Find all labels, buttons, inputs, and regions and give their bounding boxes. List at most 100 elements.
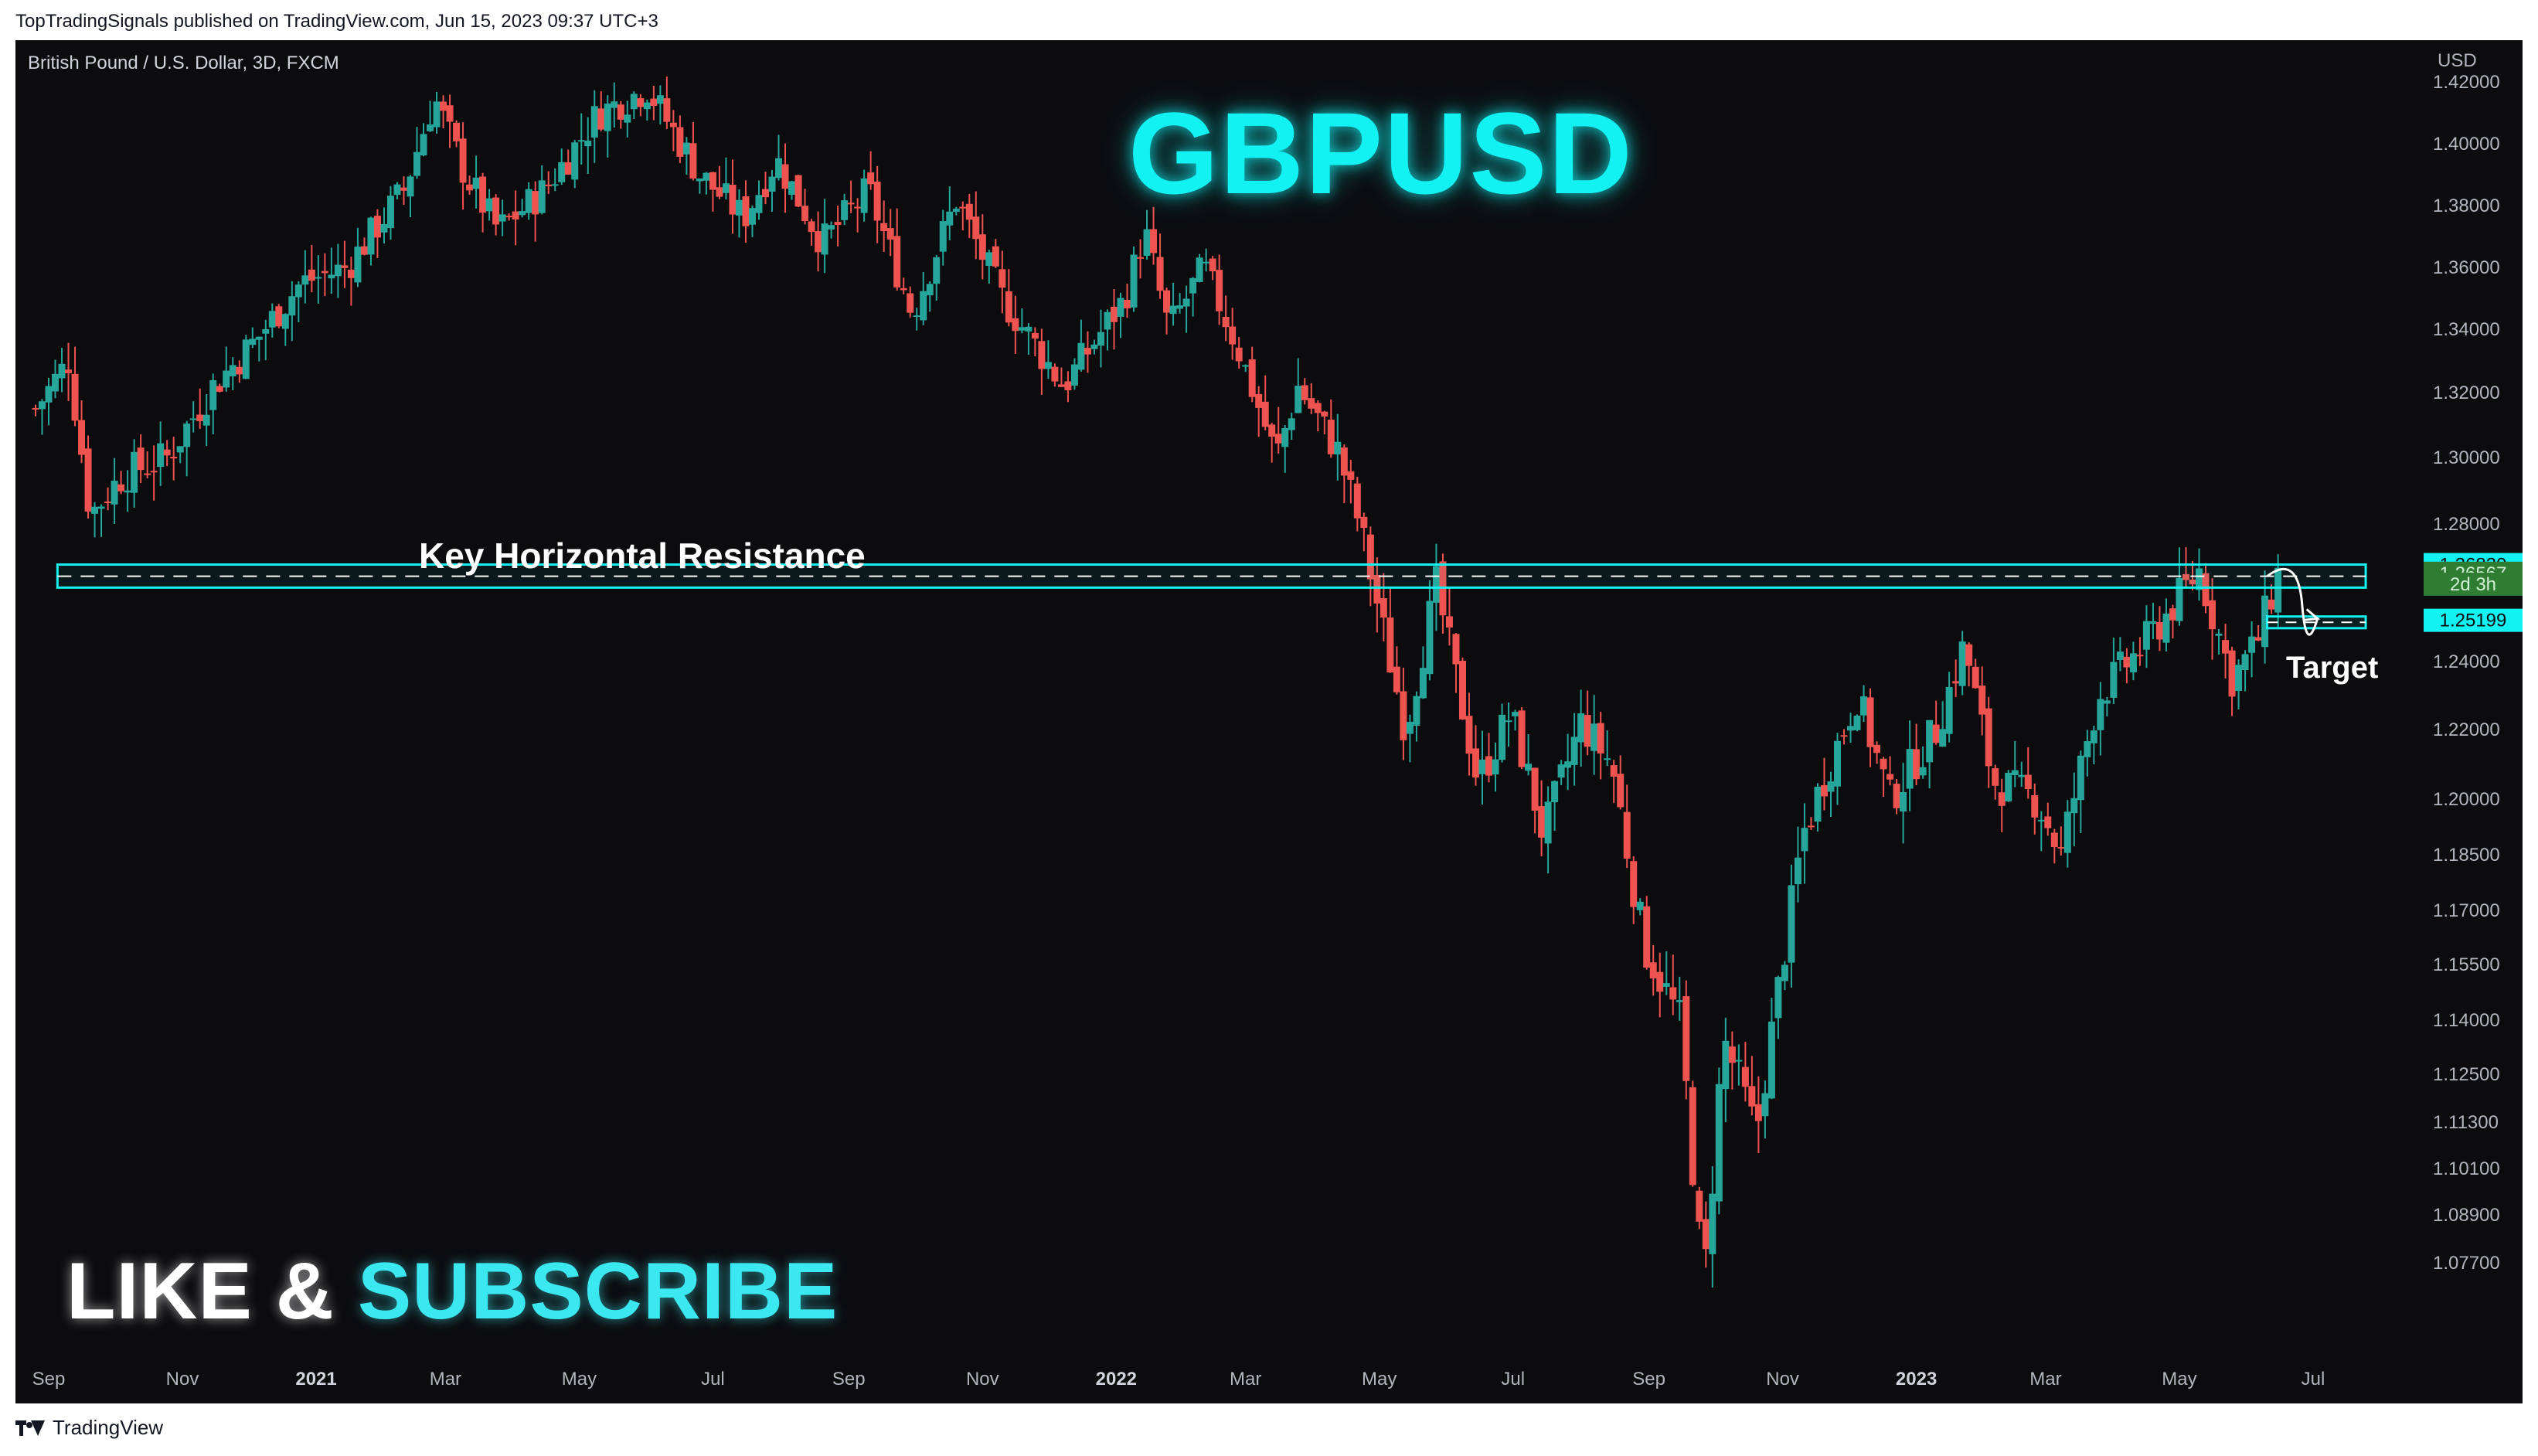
candle-body: [446, 105, 454, 122]
candle: [1353, 476, 1361, 532]
candle: [1893, 779, 1900, 815]
symbol-label[interactable]: British Pound / U.S. Dollar, 3D, FXCM: [28, 53, 339, 73]
candle-body: [1939, 729, 1947, 747]
candle: [1998, 778, 2006, 832]
candle-body: [637, 98, 645, 107]
candle-body: [189, 418, 197, 420]
candle: [1222, 295, 1230, 342]
candle: [1248, 346, 1256, 403]
candle: [1143, 209, 1151, 260]
candle-body: [2254, 637, 2262, 641]
candle-body: [768, 176, 776, 192]
candle: [676, 115, 684, 163]
time-tick-label: Jul: [1501, 1369, 1525, 1390]
candle: [1465, 692, 1473, 776]
price-tick-label: 1.30000: [2433, 447, 2500, 468]
candle: [341, 240, 349, 288]
candle: [1965, 642, 1973, 687]
candle: [2011, 740, 2019, 788]
candle-body: [1978, 685, 1986, 715]
candle-body: [545, 184, 553, 186]
candle: [189, 401, 197, 433]
candle-body: [1564, 761, 1572, 768]
candle-body: [1038, 341, 1046, 369]
candle: [2116, 637, 2124, 672]
candle: [433, 91, 441, 134]
candle: [1458, 657, 1466, 720]
candle-body: [1761, 1093, 1769, 1117]
candle: [1906, 720, 1914, 811]
candle: [1499, 703, 1506, 763]
price-axis[interactable]: 1.42000 1.40000 1.38000 1.36000 1.34000 1.320…: [2433, 50, 2500, 1274]
candle: [584, 117, 592, 175]
candle-body: [294, 284, 302, 298]
target-label: Target: [2286, 651, 2379, 685]
candle-body: [1130, 254, 1138, 308]
candle: [1992, 764, 1999, 800]
candle-body: [2136, 655, 2144, 657]
candle-body: [1044, 362, 1052, 369]
candle-body: [597, 108, 605, 130]
candle-body: [427, 124, 434, 131]
candle-body: [735, 199, 743, 216]
candle-body: [1807, 825, 1815, 828]
candle-body: [1985, 708, 1992, 767]
candle-body: [2261, 595, 2269, 648]
candle: [328, 247, 335, 294]
candle-body: [2228, 650, 2236, 697]
candle-body: [617, 104, 624, 120]
candle: [1295, 358, 1302, 413]
candle-body: [2222, 640, 2230, 654]
candle: [427, 100, 434, 132]
candle-body: [2018, 774, 2026, 777]
candle: [854, 198, 862, 233]
candle: [1281, 425, 1289, 473]
candle: [1209, 256, 1216, 281]
candle-body: [1189, 277, 1197, 294]
time-tick-label: Nov: [166, 1369, 199, 1390]
time-axis[interactable]: Sep Nov 2021 Mar May Jul Sep Nov 2022 Mar May Jul Se…: [32, 1369, 2325, 1390]
candle: [1288, 412, 1295, 441]
candle: [413, 127, 421, 179]
candle-body: [2011, 770, 2019, 775]
candle-body: [1182, 298, 1190, 307]
candle: [611, 82, 618, 128]
candle: [1386, 587, 1394, 673]
candle: [815, 211, 822, 272]
candle: [1235, 337, 1243, 369]
candle-body: [828, 225, 835, 230]
candle-body: [242, 339, 250, 379]
cta-like: LIKE &: [66, 1247, 335, 1336]
footer-brand: TradingView: [53, 1416, 164, 1439]
zone-layer: [56, 563, 2367, 636]
candle-body: [1150, 229, 1158, 253]
candle: [2268, 584, 2275, 614]
candle-body: [801, 206, 809, 221]
candle: [682, 137, 690, 175]
candle: [1544, 786, 1552, 874]
candle-body: [2005, 772, 2012, 801]
candle-body: [775, 158, 783, 179]
candle-body: [479, 176, 487, 213]
candle-body: [1347, 471, 1355, 480]
candle: [604, 95, 611, 158]
candle-body: [1314, 403, 1322, 413]
candle-body: [1505, 720, 1512, 723]
chart-area[interactable]: 1.42000 1.40000 1.38000 1.36000 1.34000 1.320…: [15, 40, 2523, 1403]
candle: [999, 250, 1006, 314]
candle: [1182, 285, 1190, 333]
candle: [696, 178, 703, 194]
candle: [2110, 638, 2118, 704]
candle-body: [308, 269, 315, 281]
candle: [1972, 658, 1979, 689]
candle: [52, 359, 60, 399]
candle: [1788, 864, 1795, 988]
candle: [1189, 277, 1197, 317]
candlestick-chart[interactable]: 1.42000 1.40000 1.38000 1.36000 1.34000 1.320…: [15, 40, 2523, 1403]
candle: [294, 281, 302, 322]
candle-body: [1235, 347, 1243, 362]
candle-body: [1676, 1000, 1683, 1002]
candle: [1413, 691, 1420, 742]
candle: [229, 357, 236, 390]
candle: [669, 110, 677, 151]
